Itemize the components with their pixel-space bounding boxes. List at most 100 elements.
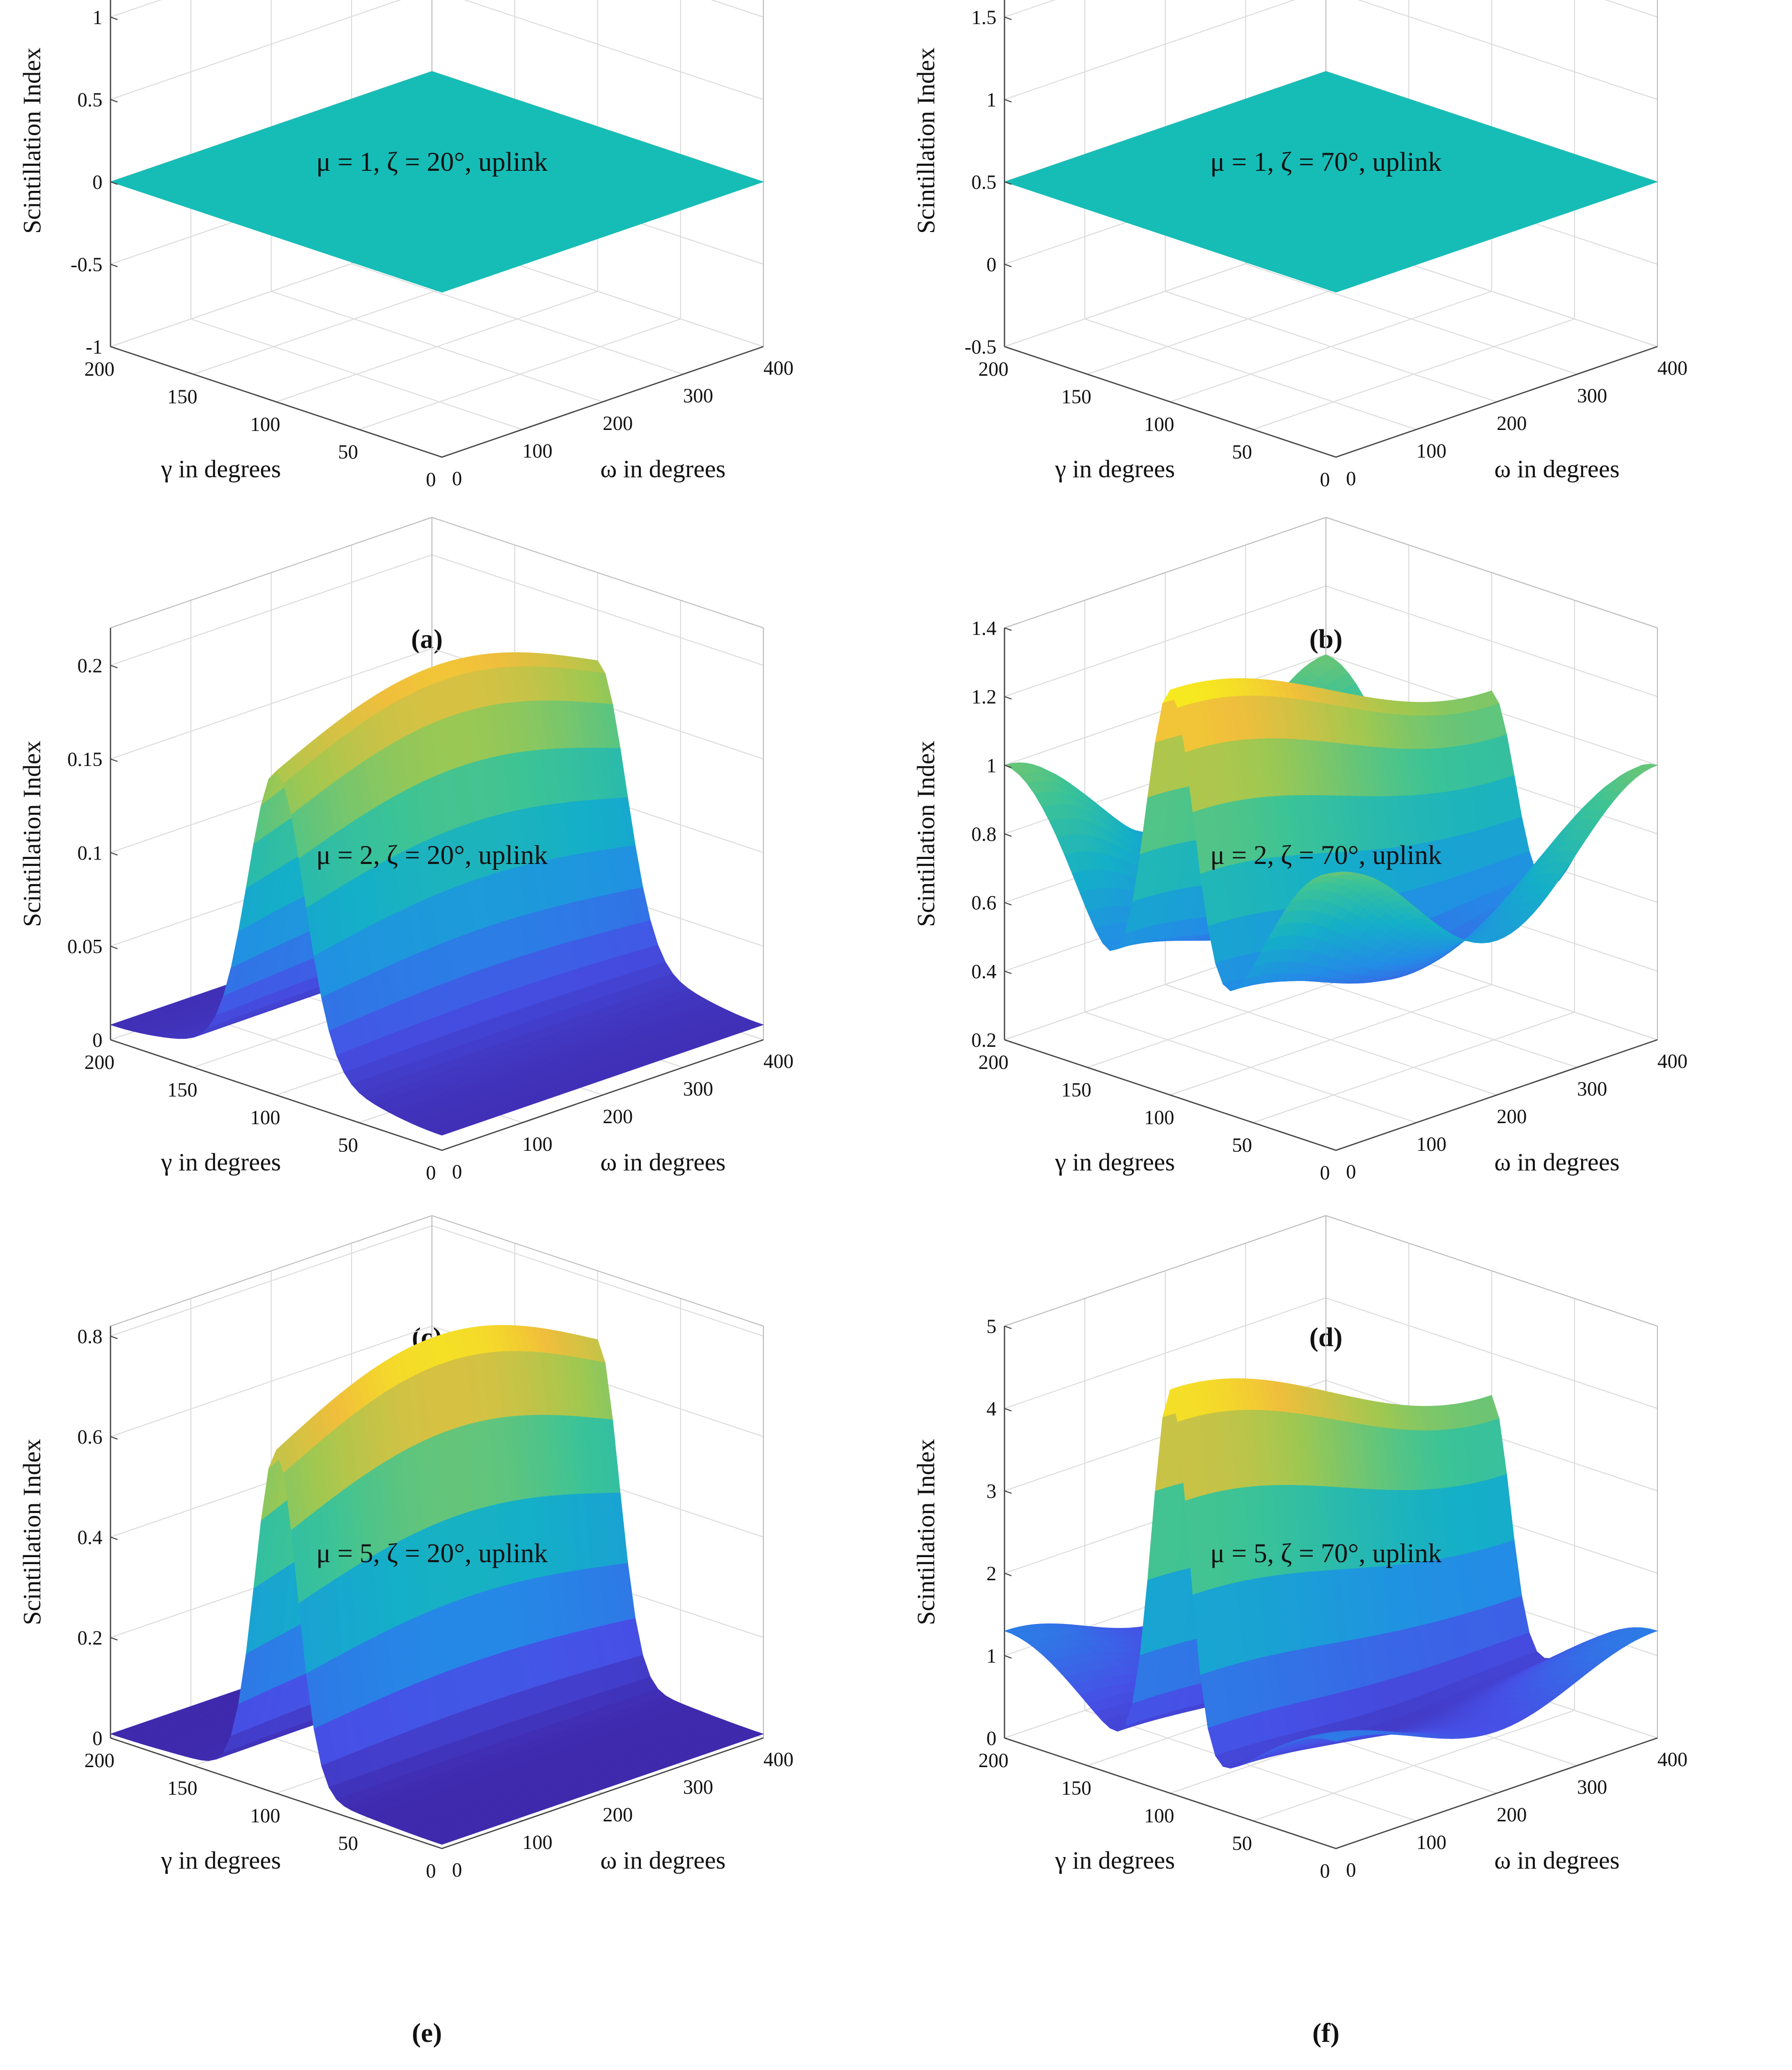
surface-mesh: [1003, 654, 1658, 992]
omega-tick-label: 200: [1497, 1105, 1527, 1128]
omega-axis-label: ω in degrees: [600, 455, 726, 483]
omega-tick-label: 0: [1346, 1859, 1356, 1881]
gamma-tick-label: 0: [1320, 468, 1330, 491]
z-tick-label: -0.5: [965, 336, 996, 358]
gamma-tick-label: 200: [84, 358, 115, 380]
z-axis-label: Scintillation Index: [912, 48, 940, 234]
omega-axis-label: ω in degrees: [1494, 455, 1620, 483]
omega-tick-label: 300: [683, 1077, 713, 1100]
gamma-tick-label: 50: [338, 1134, 358, 1156]
gamma-axis-label: γ in degrees: [161, 1148, 281, 1176]
panel-title: μ = 1, ζ = 70°, uplink: [1210, 147, 1442, 177]
gamma-axis-label: γ in degrees: [1055, 455, 1175, 483]
gamma-tick-label: 150: [1061, 385, 1091, 408]
omega-tick-label: 200: [1497, 412, 1527, 434]
z-tick-label: 0.4: [971, 960, 996, 983]
omega-axis-label: ω in degrees: [600, 1148, 726, 1176]
z-tick-label: 0.05: [67, 935, 102, 958]
omega-tick-label: 400: [763, 1050, 794, 1072]
z-tick-label: 0.2: [971, 1029, 996, 1051]
gamma-tick-label: 150: [167, 1777, 197, 1799]
z-tick-label: 1: [986, 88, 996, 111]
gamma-tick-label: 0: [426, 1161, 436, 1184]
gamma-tick-label: 100: [250, 413, 280, 435]
gamma-tick-label: 50: [1232, 1832, 1252, 1855]
chart-panel-2: 00.050.10.150.20501001502000100200300400…: [18, 517, 794, 1352]
omega-axis-label: ω in degrees: [1494, 1148, 1620, 1176]
chart-panel-4: 00.20.40.60.80501001502000100200300400γ …: [18, 1215, 794, 2048]
z-tick-label: 0: [92, 1727, 102, 1750]
omega-tick-label: 100: [522, 1831, 552, 1854]
omega-tick-label: 300: [683, 384, 713, 407]
omega-tick-label: 0: [1346, 1160, 1356, 1183]
z-tick-label: 0.4: [77, 1526, 102, 1549]
z-axis-label: Scintillation Index: [18, 48, 46, 234]
panel-title: μ = 5, ζ = 70°, uplink: [1210, 1538, 1442, 1568]
gamma-tick-label: 200: [978, 358, 1009, 380]
z-tick-label: 3: [986, 1480, 996, 1502]
surface-mesh: [109, 1325, 764, 1845]
surface-mesh: [109, 652, 764, 1136]
panel-caption-label: (e): [412, 2018, 442, 2048]
gamma-tick-label: 100: [1144, 413, 1174, 435]
omega-tick-label: 0: [452, 467, 462, 490]
gamma-tick-label: 200: [84, 1749, 115, 1772]
gamma-tick-label: 150: [1061, 1078, 1091, 1101]
z-tick-label: 1: [986, 1645, 996, 1667]
z-tick-label: 0.5: [971, 171, 996, 193]
omega-tick-label: 100: [522, 1133, 552, 1155]
z-tick-label: 0.6: [77, 1426, 102, 1448]
omega-tick-label: 300: [683, 1776, 713, 1798]
z-tick-label: 0.1: [77, 841, 102, 864]
omega-tick-label: 0: [452, 1160, 462, 1183]
omega-tick-label: 200: [603, 1105, 633, 1128]
gamma-tick-label: 100: [1144, 1804, 1174, 1827]
gamma-tick-label: 100: [250, 1106, 280, 1129]
omega-tick-label: 200: [1497, 1803, 1527, 1826]
omega-tick-label: 400: [1657, 357, 1688, 379]
z-tick-label: 1: [986, 754, 996, 777]
panel-title: μ = 2, ζ = 20°, uplink: [316, 840, 548, 870]
panel-title: μ = 2, ζ = 70°, uplink: [1210, 840, 1442, 870]
gamma-tick-label: 50: [338, 1832, 358, 1855]
gamma-axis-label: γ in degrees: [161, 455, 281, 483]
z-tick-label: 0.8: [971, 823, 996, 845]
gamma-tick-label: 0: [426, 1860, 436, 1882]
z-tick-label: 0.8: [77, 1325, 102, 1348]
gamma-tick-label: 50: [1232, 441, 1252, 463]
gamma-tick-label: 150: [167, 385, 197, 408]
omega-tick-label: 100: [1416, 440, 1446, 462]
panel-caption-label: (a): [411, 624, 443, 654]
omega-tick-label: 100: [1416, 1831, 1446, 1854]
gamma-tick-label: 200: [978, 1749, 1009, 1772]
panel-title: μ = 1, ζ = 20°, uplink: [316, 147, 548, 177]
z-tick-label: 0.5: [77, 88, 102, 111]
z-tick-label: 0: [92, 1029, 102, 1051]
z-tick-label: 0.2: [77, 1626, 102, 1649]
gamma-tick-label: 100: [1144, 1106, 1174, 1129]
z-tick-label: -0.5: [71, 253, 102, 276]
z-tick-label: 0: [92, 171, 102, 193]
omega-tick-label: 300: [1577, 1077, 1607, 1100]
z-tick-label: 4: [986, 1397, 996, 1420]
panel-title: μ = 5, ζ = 20°, uplink: [316, 1538, 548, 1568]
gamma-tick-label: 0: [426, 468, 436, 491]
z-axis-label: Scintillation Index: [18, 1439, 46, 1625]
z-tick-label: -1: [86, 336, 102, 358]
omega-tick-label: 400: [1657, 1050, 1688, 1072]
omega-tick-label: 400: [763, 357, 794, 379]
z-tick-label: 1: [92, 6, 102, 29]
surface-mesh: [1003, 1378, 1658, 1769]
z-tick-label: 0.15: [67, 748, 102, 771]
z-axis-label: Scintillation Index: [18, 741, 46, 927]
gamma-tick-label: 50: [338, 441, 358, 463]
z-tick-label: 0.2: [77, 655, 102, 677]
gamma-tick-label: 100: [250, 1804, 280, 1827]
surface-mesh: [1003, 71, 1658, 293]
omega-tick-label: 100: [522, 440, 552, 462]
gamma-tick-label: 0: [1320, 1161, 1330, 1184]
z-tick-label: 5: [986, 1315, 996, 1338]
gamma-tick-label: 150: [167, 1078, 197, 1101]
omega-tick-label: 200: [603, 1803, 633, 1826]
z-tick-label: 0.6: [971, 892, 996, 914]
